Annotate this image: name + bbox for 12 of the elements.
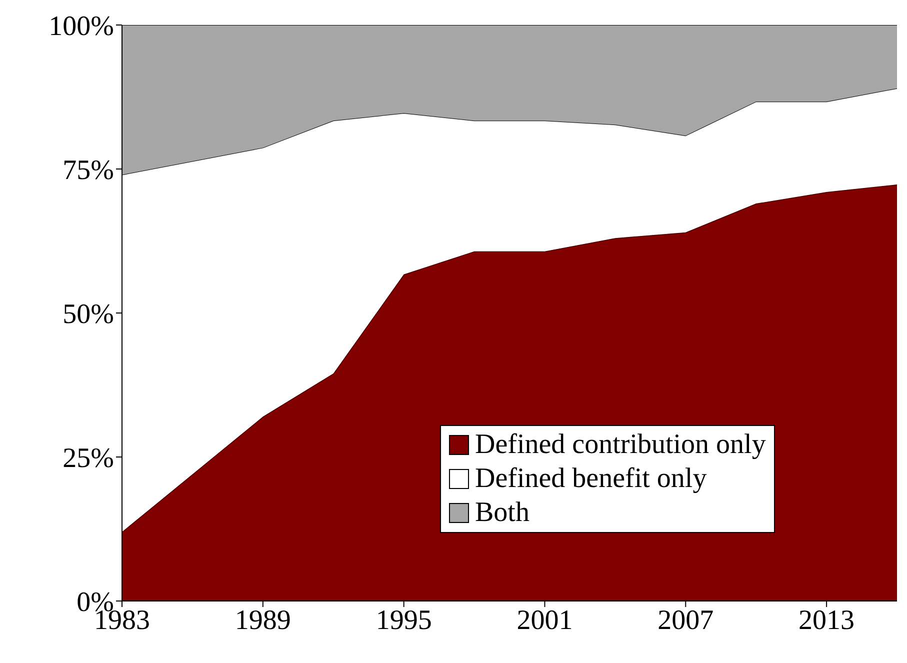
x-tick-label: 1989 — [234, 604, 291, 636]
y-tick-label: 75% — [62, 154, 114, 186]
y-tick-label: 25% — [62, 442, 114, 474]
legend-label: Defined benefit only — [475, 462, 707, 496]
x-tick-label: 1995 — [376, 604, 432, 636]
x-tick-label: 2007 — [658, 604, 714, 636]
y-tick-label: 50% — [62, 298, 114, 330]
legend-label: Defined contribution only — [475, 428, 766, 462]
x-tick-label: 2001 — [516, 604, 573, 636]
legend-label: Both — [475, 496, 530, 530]
y-tick-label: 100% — [48, 10, 114, 42]
x-tick-label: 2013 — [798, 604, 855, 636]
